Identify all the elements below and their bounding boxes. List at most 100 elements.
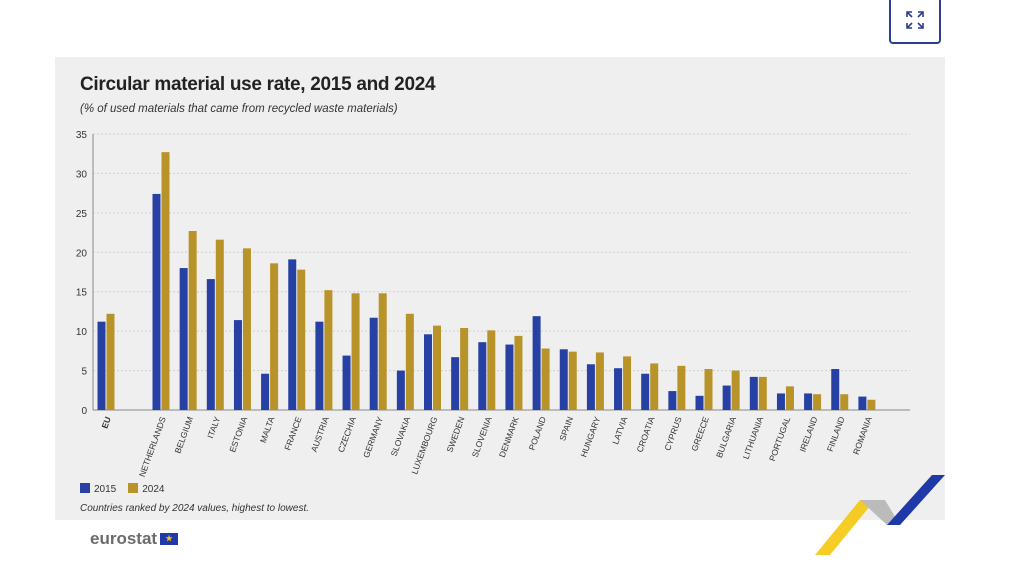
bar-2015-estonia — [233, 320, 242, 410]
bar-2015-cyprus — [668, 391, 677, 410]
bar-2024-lithuania — [758, 376, 767, 410]
bar-2015-germany — [369, 317, 378, 410]
x-tick-label: NETHERLANDS — [137, 415, 168, 478]
bar-2024-cyprus — [677, 365, 686, 410]
y-tick-label: 5 — [81, 367, 87, 378]
y-tick-label: 35 — [76, 130, 88, 141]
legend-item-2024: 2024 — [128, 483, 165, 495]
x-tick-label: GERMANY — [361, 415, 385, 459]
bar-2024-denmark — [514, 335, 523, 410]
chart-note: Countries ranked by 2024 values, highest… — [80, 503, 310, 514]
bar-2015-croatia — [641, 373, 650, 410]
expand-icon — [906, 11, 924, 29]
x-tick-label: IRELAND — [797, 415, 819, 453]
x-tick-label: GREECE — [689, 415, 711, 452]
bar-2024-spain — [568, 351, 577, 410]
legend-item-2015: 2015 — [80, 483, 116, 495]
x-tick-label: AUSTRIA — [309, 415, 331, 453]
bar-2024-italy — [215, 239, 224, 410]
eu-flag-icon: ★ — [160, 533, 179, 545]
bar-2015-romania — [858, 396, 867, 410]
y-tick-label: 10 — [76, 327, 88, 338]
decorative-stripes — [815, 475, 945, 555]
y-tick-label: 20 — [76, 248, 88, 259]
x-tick-label: HUNGARY — [578, 415, 602, 459]
bar-2015-malta — [261, 373, 270, 410]
bar-2024-estonia — [242, 248, 251, 410]
bar-2024-ireland — [813, 394, 822, 410]
x-tick-label: PORTUGAL — [767, 415, 792, 462]
bar-2024-luxembourg — [433, 325, 441, 410]
bar-2015-luxembourg — [424, 334, 432, 410]
bar-2015-netherlands — [152, 193, 161, 410]
x-tick-label: POLAND — [527, 415, 548, 451]
bar-2015-slovakia — [396, 370, 405, 410]
x-tick-label: SLOVAKIA — [389, 415, 413, 458]
y-tick-label: 0 — [81, 406, 87, 417]
x-tick-label: FRANCE — [282, 415, 303, 452]
bar-2015-italy — [206, 279, 215, 410]
bar-2015-bulgaria — [722, 385, 731, 410]
legend: 2015 2024 — [80, 483, 165, 495]
bar-2024-portugal — [785, 386, 794, 410]
bar-2015-greece — [695, 395, 704, 410]
bar-2015-latvia — [614, 368, 623, 410]
x-tick-label: BULGARIA — [714, 415, 738, 459]
bar-2015-hungary — [586, 364, 595, 410]
bar-2015-ireland — [804, 393, 813, 410]
bar-2015-denmark — [505, 344, 514, 410]
chart-subtitle: (% of used materials that came from recy… — [80, 103, 398, 115]
bar-2024-slovenia — [487, 330, 496, 410]
x-tick-label: LATVIA — [610, 415, 629, 446]
x-tick-label: LUXEMBOURG — [409, 415, 439, 475]
bar-2015-czechia — [342, 355, 351, 410]
bar-2024-hungary — [595, 352, 604, 410]
x-tick-label: LITHUANIA — [741, 415, 766, 460]
x-tick-label: ITALY — [205, 415, 222, 440]
chart-card — [55, 57, 945, 520]
x-tick-label: CZECHIA — [336, 415, 358, 454]
bar-2015-finland — [831, 368, 840, 410]
eurostat-logo: eurostat ★ — [90, 529, 179, 549]
bar-2015-eu — [97, 321, 106, 410]
chart-title: Circular material use rate, 2015 and 202… — [80, 74, 436, 95]
x-tick-label: CYPRUS — [662, 415, 684, 452]
x-tick-label: FINLAND — [825, 415, 847, 453]
bar-2024-croatia — [650, 363, 659, 410]
y-tick-label: 25 — [76, 209, 88, 220]
bar-2024-germany — [378, 293, 387, 410]
x-tick-label: ESTONIA — [227, 415, 249, 454]
bar-2015-lithuania — [749, 376, 758, 410]
x-tick-label: SLOVENIA — [470, 415, 494, 459]
fullscreen-button[interactable] — [889, 0, 941, 44]
x-tick-label: SPAIN — [557, 415, 575, 442]
bar-2015-austria — [315, 321, 324, 410]
bar-2015-france — [288, 259, 297, 410]
x-tick-label: BELGIUM — [173, 415, 195, 454]
bar-2024-greece — [704, 368, 713, 410]
x-tick-label: DENMARK — [497, 415, 521, 459]
x-tick-label: CROATIA — [634, 415, 656, 454]
x-tick-label: SWEDEN — [444, 415, 466, 453]
bar-2015-belgium — [179, 268, 188, 410]
x-tick-label: EU — [99, 415, 112, 430]
bar-2024-sweden — [460, 327, 469, 410]
bar-2024-latvia — [623, 356, 632, 410]
bar-2015-spain — [559, 349, 568, 410]
x-tick-label: MALTA — [258, 415, 277, 444]
bar-2024-poland — [541, 348, 550, 410]
bar-2024-france — [297, 269, 306, 410]
bar-2024-czechia — [351, 293, 360, 410]
bar-2024-austria — [324, 290, 333, 410]
bar-2024-romania — [867, 399, 876, 410]
bar-2024-belgium — [188, 230, 197, 410]
y-tick-label: 30 — [76, 169, 88, 180]
bar-2015-portugal — [776, 393, 785, 410]
bar-2024-bulgaria — [731, 370, 740, 410]
bar-2024-netherlands — [161, 152, 170, 410]
bar-2015-slovenia — [478, 342, 487, 410]
bar-2015-sweden — [451, 357, 460, 410]
bar-2024-finland — [840, 394, 849, 410]
bar-2024-slovakia — [405, 313, 414, 410]
